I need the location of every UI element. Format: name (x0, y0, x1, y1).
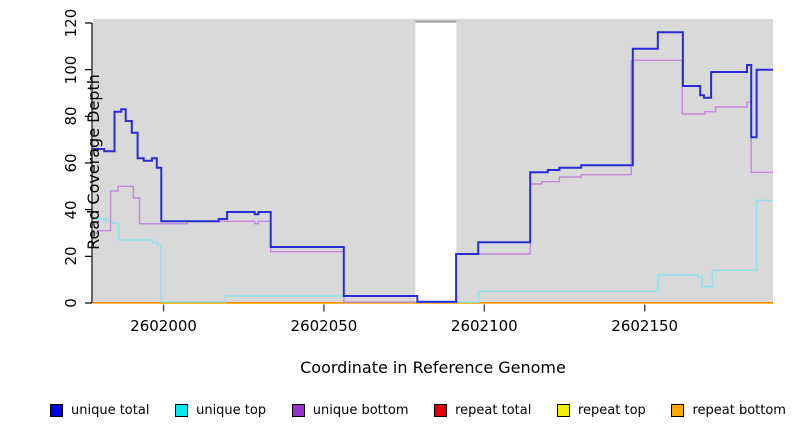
legend-swatch-repeat-bottom (671, 403, 685, 417)
y-axis-title: Read Coverage Depth (84, 74, 103, 250)
legend-item-repeat-bottom: repeat bottom (671, 403, 786, 418)
series-line-unique-total (93, 31, 773, 303)
x-axis-tick-label: 2602050 (290, 317, 358, 335)
legend-swatch-unique-total (50, 403, 63, 417)
masked-region (415, 23, 457, 304)
legend-item-unique-top: unique top (175, 403, 266, 418)
x-axis-tick-label: 2602100 (450, 317, 518, 335)
legend-swatch-repeat-top (557, 403, 570, 417)
x-axis-tick-label: 2602000 (130, 317, 197, 335)
legend-label: unique bottom (312, 402, 409, 418)
legend-label: unique top (196, 402, 267, 418)
legend-item-repeat-total: repeat total (434, 403, 531, 418)
legend-swatch-unique-bottom (291, 403, 305, 417)
x-axis-tick-label: 2602150 (611, 317, 679, 335)
legend-label: repeat top (578, 402, 646, 418)
legend-label: repeat bottom (692, 402, 786, 418)
legend-label: repeat total (455, 402, 532, 418)
legend-item-repeat-top: repeat top (557, 403, 646, 418)
legend-item-unique-bottom: unique bottom (291, 402, 409, 418)
series-line-unique-top (93, 199, 773, 303)
legend-label: unique total (71, 402, 150, 418)
y-axis-tick-label: 120 (62, 8, 80, 38)
legend-item-unique-total: unique total (50, 403, 149, 418)
masked-region-top-edge (415, 20, 457, 23)
x-axis-title: Coordinate in Reference Genome (300, 358, 566, 377)
chart-legend: unique total unique top unique bottom repea… (50, 399, 786, 421)
legend-swatch-repeat-total (434, 403, 448, 417)
legend-swatch-unique-top (175, 403, 189, 417)
